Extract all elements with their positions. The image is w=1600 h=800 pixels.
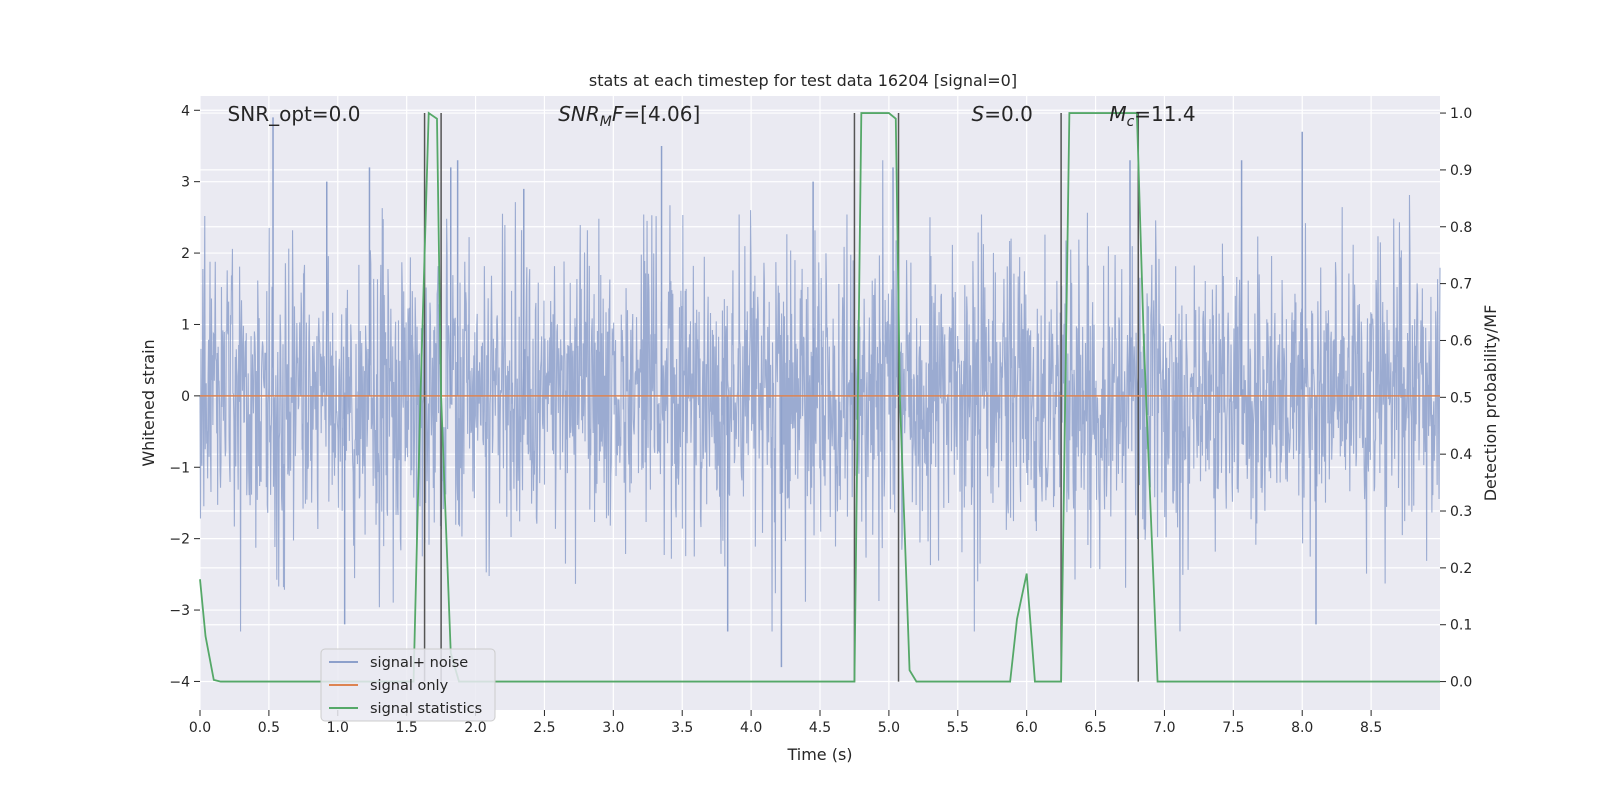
annotation-0: SNR_opt=0.0 (228, 102, 361, 126)
x-tick-label: 6.5 (1084, 720, 1106, 736)
series-signal-noise (199, 117, 1441, 668)
x-tick-label: 5.0 (878, 720, 900, 736)
y-tick-label: −2 (169, 532, 190, 548)
noise-trace (199, 160, 1441, 632)
x-tick-label: 2.0 (464, 720, 486, 736)
x-tick-label: 8.0 (1291, 720, 1313, 736)
y2-tick-label: 0.7 (1450, 277, 1472, 293)
y2-tick-label: 0.6 (1450, 333, 1472, 349)
annotation-2: S=0.0 (972, 102, 1033, 126)
y-axis-right: 1.0 0.9 0.8 0.7 0.6 0.5 0.4 0.3 0.2 0.1 0.0 (1440, 106, 1472, 691)
y2-tick-label: 1.0 (1450, 106, 1472, 122)
legend: signal+ noise signal only signal statistic… (320, 648, 496, 722)
x-tick-label: 3.5 (671, 720, 693, 736)
legend-label: signal only (370, 678, 449, 694)
annotations: SNR_opt=0.0 SNRMF=[4.06] S=0.0 Mc=11.4 (228, 102, 1196, 130)
y-tick-label: 1 (181, 317, 190, 333)
x-tick-label: 7.5 (1222, 720, 1244, 736)
y-tick-label: −1 (169, 460, 190, 476)
x-tick-label: 0.0 (189, 720, 211, 736)
y-axis-label: Whitened strain (139, 339, 158, 466)
y-tick-label: −3 (169, 603, 190, 619)
legend-label: signal statistics (370, 701, 482, 717)
statistics-line (199, 111, 1440, 683)
y-tick-label: 2 (181, 246, 190, 262)
x-tick-label: 4.0 (740, 720, 762, 736)
x-tick-label: 1.0 (327, 720, 349, 736)
y2-tick-label: 0.5 (1450, 390, 1472, 406)
x-tick-label: 6.0 (1016, 720, 1038, 736)
y2-tick-label: 0.2 (1450, 561, 1472, 577)
y2-tick-label: 0.3 (1450, 504, 1472, 520)
legend-label: signal+ noise (370, 655, 468, 671)
y-tick-label: 3 (181, 175, 190, 191)
y-axis-left: 4 3 2 1 0 −1 −2 −3 −4 (169, 103, 200, 690)
chart-title: stats at each timestep for test data 162… (589, 71, 1017, 90)
x-tick-label: 2.5 (533, 720, 555, 736)
annotation-3: Mc=11.4 (1109, 102, 1195, 130)
x-tick-label: 3.0 (602, 720, 624, 736)
x-tick-label: 8.5 (1360, 720, 1382, 736)
y2-axis-label: Detection probability/MF (1481, 305, 1500, 502)
y2-tick-label: 0.8 (1450, 220, 1472, 236)
x-axis-label: Time (s) (786, 745, 852, 764)
x-tick-label: 5.5 (947, 720, 969, 736)
x-tick-label: 1.5 (396, 720, 418, 736)
x-tick-label: 0.5 (258, 720, 280, 736)
y2-tick-label: 0.1 (1450, 618, 1472, 634)
y-tick-label: 4 (181, 103, 190, 119)
legend-box (320, 648, 496, 722)
y-tick-label: 0 (181, 389, 190, 405)
y2-tick-label: 0.9 (1450, 163, 1472, 179)
annotation-1: SNRMF=[4.06] (558, 102, 700, 130)
x-axis: 0.0 0.5 1.0 1.5 2.0 2.5 3.0 3.5 4.0 4.5 5.0 5.5 6.0 6… (189, 710, 1382, 736)
y2-tick-label: 0.4 (1450, 447, 1472, 463)
y2-tick-label: 0.0 (1450, 675, 1472, 691)
series-signal-statistics (199, 111, 1440, 683)
x-tick-label: 4.5 (809, 720, 831, 736)
y-tick-label: −4 (169, 674, 190, 690)
x-tick-label: 7.0 (1153, 720, 1175, 736)
